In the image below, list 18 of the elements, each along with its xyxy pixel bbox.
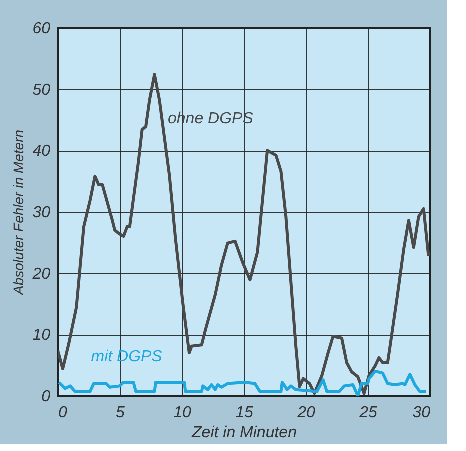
y-axis-title: Absoluter Fehler in Metern (10, 130, 27, 296)
y-tick-label: 40 (32, 143, 51, 160)
y-tick-label: 0 (42, 388, 51, 406)
y-tick-label: 60 (32, 20, 51, 38)
y-tick-label: 30 (32, 204, 51, 222)
x-tick-label: 15 (236, 404, 254, 422)
x-tick-label: 10 (174, 404, 192, 422)
x-tick-label: 0 (58, 404, 68, 422)
line-series (58, 73, 430, 396)
x-axis-title: Zeit in Minuten (191, 424, 298, 442)
y-tick-label: 10 (32, 327, 51, 344)
x-tick-label: 25 (358, 404, 378, 422)
x-tick-label: 30 (412, 404, 431, 422)
x-tick-label: 20 (296, 404, 316, 422)
line-series (58, 370, 428, 396)
y-tick-label: 20 (32, 266, 51, 283)
x-tick-label: 5 (116, 404, 126, 422)
y-tick-label: 50 (32, 82, 51, 99)
